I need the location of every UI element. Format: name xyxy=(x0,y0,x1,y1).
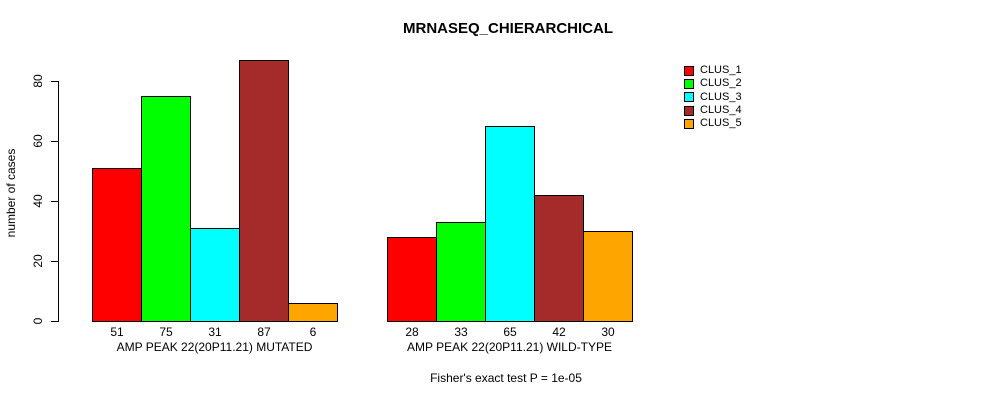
y-tick xyxy=(51,201,58,202)
bar-clus_4 xyxy=(239,60,289,322)
legend-item: CLUS_4 xyxy=(684,104,742,117)
bar-clus_1 xyxy=(387,237,437,322)
y-tick-label: 60 xyxy=(31,134,45,148)
legend: CLUS_1 CLUS_2 CLUS_3 CLUS_4 CLUS_5 xyxy=(684,64,742,130)
bar-clus_2 xyxy=(436,222,486,322)
y-tick-label: 0 xyxy=(31,317,45,325)
group-label: AMP PEAK 22(20P11.21) MUTATED xyxy=(116,340,313,354)
bar-value-label: 30 xyxy=(601,325,615,339)
legend-label: CLUS_1 xyxy=(700,64,742,77)
legend-item: CLUS_5 xyxy=(684,117,742,130)
legend-label: CLUS_2 xyxy=(700,77,742,90)
y-tick xyxy=(51,81,58,82)
bar-value-label: 28 xyxy=(405,325,419,339)
y-axis-line xyxy=(58,81,59,322)
bar-value-label: 87 xyxy=(257,325,271,339)
bar-value-label: 42 xyxy=(552,325,566,339)
y-tick xyxy=(51,261,58,262)
bar-value-label: 6 xyxy=(309,325,317,339)
legend-item: CLUS_2 xyxy=(684,77,742,90)
bar-clus_5 xyxy=(288,303,338,322)
bar-value-label: 51 xyxy=(110,325,124,339)
legend-label: CLUS_3 xyxy=(700,90,742,103)
legend-swatch xyxy=(684,78,694,89)
y-tick xyxy=(51,141,58,142)
legend-label: CLUS_5 xyxy=(700,117,742,130)
legend-label: CLUS_4 xyxy=(700,104,742,117)
group-label: AMP PEAK 22(20P11.21) WILD-TYPE xyxy=(407,340,612,354)
bar-value-label: 33 xyxy=(454,325,468,339)
legend-item: CLUS_1 xyxy=(684,64,742,77)
y-tick-label: 20 xyxy=(31,254,45,268)
bar-clus_1 xyxy=(92,168,142,322)
y-tick-label: 80 xyxy=(31,74,45,88)
legend-swatch xyxy=(684,92,694,103)
y-tick-label: 40 xyxy=(31,194,45,208)
legend-swatch xyxy=(684,118,694,129)
legend-swatch xyxy=(684,105,694,116)
legend-swatch xyxy=(684,65,694,76)
bar-clus_2 xyxy=(141,96,191,322)
annotation-text: Fisher's exact test P = 1e-05 xyxy=(430,371,582,385)
bar-value-label: 65 xyxy=(503,325,517,339)
bar-clus_3 xyxy=(485,126,535,322)
bar-value-label: 31 xyxy=(208,325,222,339)
bar-clus_4 xyxy=(534,195,584,322)
bar-clus_5 xyxy=(583,231,633,322)
y-tick xyxy=(51,321,58,322)
bar-value-label: 75 xyxy=(159,325,173,339)
legend-item: CLUS_3 xyxy=(684,91,742,104)
chart-title: MRNASEQ_CHIERARCHICAL xyxy=(402,20,614,37)
bar-clus_3 xyxy=(190,228,240,322)
